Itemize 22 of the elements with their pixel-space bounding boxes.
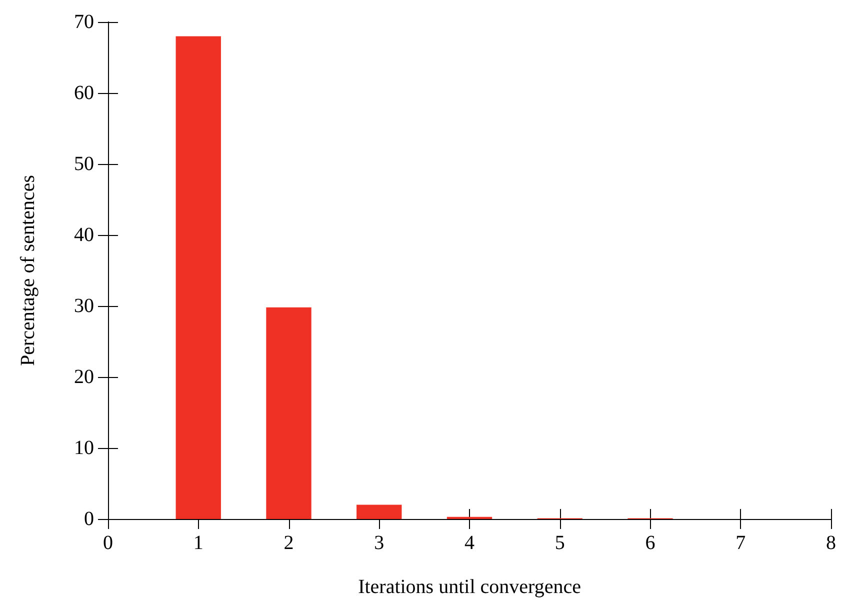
y-tick-label: 30	[74, 295, 94, 317]
bar	[266, 307, 312, 519]
y-tick-label: 60	[74, 82, 94, 104]
y-tick-label: 40	[74, 224, 94, 246]
x-axis-title: Iterations until convergence	[358, 576, 582, 598]
bar	[176, 36, 221, 519]
x-tick-label: 7	[736, 532, 746, 554]
y-tick-label: 0	[84, 508, 94, 530]
x-tick-label: 5	[554, 532, 565, 554]
bar	[356, 504, 402, 519]
x-tick-label: 3	[374, 532, 384, 554]
x-tick-label: 8	[826, 532, 836, 554]
y-tick-label: 10	[74, 437, 94, 459]
y-tick-label: 50	[74, 153, 94, 175]
y-axis-title: Percentage of sentences	[17, 174, 39, 366]
x-tick-label: 4	[464, 532, 474, 554]
x-tick-label: 0	[103, 532, 113, 554]
y-tick-label: 20	[74, 366, 94, 388]
x-tick-label: 6	[645, 532, 656, 554]
x-tick-label: 1	[193, 532, 204, 554]
x-tick-label: 2	[284, 532, 294, 554]
y-tick-label: 70	[74, 11, 94, 33]
